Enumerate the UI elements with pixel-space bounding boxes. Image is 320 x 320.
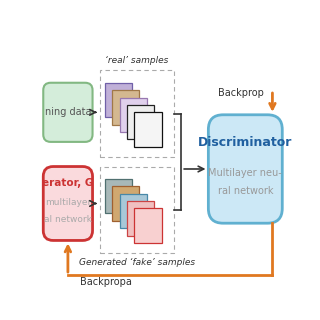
Text: multilayer: multilayer (45, 197, 91, 206)
Text: Multilayer neu-: Multilayer neu- (208, 168, 282, 178)
Bar (120, 194, 147, 228)
FancyBboxPatch shape (208, 115, 282, 223)
Bar (100, 70, 174, 157)
Text: Backprop: Backprop (218, 88, 264, 98)
Text: erator, G: erator, G (42, 178, 93, 188)
FancyBboxPatch shape (43, 166, 92, 240)
Bar (127, 105, 154, 140)
Bar (105, 83, 132, 117)
Text: Generated ‘fake’ samples: Generated ‘fake’ samples (79, 258, 195, 267)
Text: ral network: ral network (218, 186, 273, 196)
Text: al network: al network (44, 215, 92, 224)
Bar (105, 179, 132, 213)
Text: ‘real’ samples: ‘real’ samples (105, 56, 169, 65)
Bar (127, 201, 154, 236)
FancyBboxPatch shape (43, 83, 92, 142)
Bar (100, 166, 174, 253)
Bar (134, 112, 162, 147)
Bar (120, 98, 147, 132)
Bar (112, 90, 140, 124)
Text: ning data: ning data (45, 107, 91, 117)
Text: Backpropa: Backpropa (80, 277, 132, 287)
Bar (134, 208, 162, 243)
Bar (112, 186, 140, 221)
Text: Discriminator: Discriminator (198, 136, 292, 149)
